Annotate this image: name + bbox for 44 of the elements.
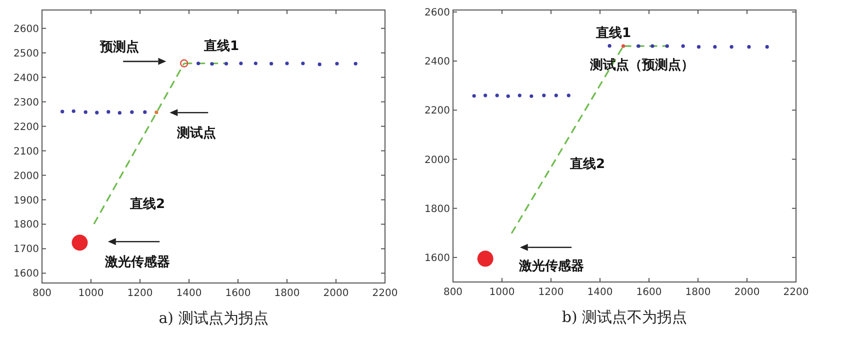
x-tick-label: 2200 xyxy=(783,287,809,298)
x-tick-label: 1000 xyxy=(78,288,104,299)
y-tick-label: 2600 xyxy=(424,7,450,18)
x-tick-label: 800 xyxy=(443,287,463,298)
y-tick-label: 1900 xyxy=(14,195,39,206)
annotation: 直线1 xyxy=(595,26,632,41)
x-tick-label: 1200 xyxy=(538,287,564,298)
x-tick-label: 1400 xyxy=(176,288,202,299)
y-tick-label: 2400 xyxy=(14,72,39,84)
y-tick-label: 2200 xyxy=(424,106,450,117)
x-tick-label: 2000 xyxy=(734,287,760,298)
x-tick-label: 800 xyxy=(32,288,52,299)
y-tick-label: 1700 xyxy=(14,244,39,256)
y-tick-label: 2100 xyxy=(14,146,39,158)
x-tick-label: 1600 xyxy=(225,288,251,299)
y-tick-label: 2000 xyxy=(424,154,450,166)
y-tick-label: 1800 xyxy=(14,220,39,231)
annotation: 激光传感器 xyxy=(518,258,584,274)
annotation: 直线1 xyxy=(203,39,240,54)
x-tick-label: 1000 xyxy=(489,287,515,298)
x-tick-label: 1800 xyxy=(274,288,300,299)
x-tick-label: 1200 xyxy=(127,288,153,299)
y-tick-label: 2500 xyxy=(14,48,39,60)
y-tick-label: 2600 xyxy=(14,24,39,35)
y-tick-label: 2200 xyxy=(14,122,39,133)
y-tick-label: 1600 xyxy=(424,252,450,264)
y-tick-label: 1600 xyxy=(14,268,39,280)
annotation: 激光传感器 xyxy=(104,254,170,270)
x-tick-label: 1600 xyxy=(636,287,662,298)
annotation: 预测点 xyxy=(99,39,139,55)
x-tick-label: 1400 xyxy=(587,287,613,298)
y-tick-label: 1800 xyxy=(424,204,450,215)
annotation: 测试点 xyxy=(176,125,216,141)
y-tick-label: 2000 xyxy=(14,170,39,182)
y-tick-label: 2300 xyxy=(14,97,39,108)
y-tick-label: 2400 xyxy=(424,56,450,68)
x-tick-label: 2000 xyxy=(323,288,349,299)
annotation: 直线2 xyxy=(129,197,166,212)
annotation: 直线2 xyxy=(569,157,606,172)
text: a) 测试点为拐点 xyxy=(158,309,268,327)
annotation: 测试点（预测点） xyxy=(589,57,694,73)
x-tick-label: 2200 xyxy=(372,288,398,299)
x-tick-label: 1800 xyxy=(685,287,711,298)
text: b) 测试点不为拐点 xyxy=(562,308,688,326)
